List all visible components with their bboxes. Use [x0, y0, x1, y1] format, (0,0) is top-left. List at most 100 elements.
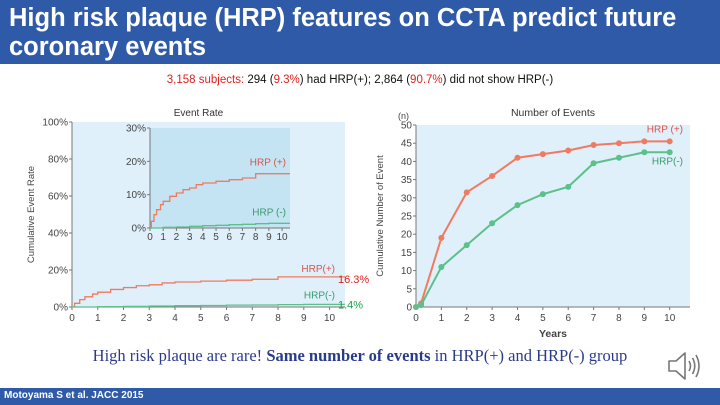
subtitle-hrp-pos-tail: ) had HRP(+); 2,864 ( [299, 74, 411, 86]
event-rate-y-tick-label: 60% [48, 192, 68, 203]
events-point-hrp-neg [489, 220, 496, 227]
events-title: Number of Events [511, 107, 595, 119]
events-point-hrp-neg [641, 149, 648, 156]
event-rate-x-tick-label: 6 [224, 313, 230, 324]
events-y-tick-label: 10 [401, 266, 413, 277]
event-rate-x-tick-label: 2 [121, 313, 127, 324]
citation: Motoyama S et al. JACC 2015 [4, 390, 144, 401]
events-point-hrp-neg [463, 242, 470, 249]
event-rate-x-tick-label: 4 [172, 313, 178, 324]
events-point-hrp-pos [489, 172, 496, 179]
event-rate-x-tick-label: 1 [95, 313, 101, 324]
inset-x-tick-label: 3 [187, 232, 193, 243]
caption-part1: High risk plaque are rare! [92, 346, 267, 365]
event-rate-y-tick-label: 40% [48, 229, 68, 240]
events-x-axis-title: Years [539, 328, 567, 340]
event-rate-x-tick-label: 8 [275, 313, 281, 324]
events-x-tick-label: 6 [565, 313, 571, 324]
events-point-hrp-pos [514, 154, 521, 161]
event-rate-legend-hrp-neg: HRP(-) [304, 290, 335, 301]
subtitle-hrp-pos-pct: 9.3% [273, 74, 300, 86]
inset-x-tick-label: 2 [174, 232, 180, 243]
inset-x-tick-label: 4 [200, 232, 206, 243]
event-rate-x-tick-label: 7 [250, 313, 256, 324]
events-y-tick-label: 30 [401, 193, 413, 204]
events-point-hrp-pos [463, 189, 470, 196]
event-rate-end-label-hrp-pos: 16.3% [338, 274, 369, 286]
events-x-tick-label: 3 [489, 313, 495, 324]
inset-y-tick-label: 10% [126, 190, 146, 201]
events-x-tick-label: 1 [439, 313, 445, 324]
events-series-hrp-pos [415, 140, 670, 308]
slide-title: High risk plaque (HRP) features on CCTA … [9, 4, 677, 61]
event-rate-x-tick-label: 10 [324, 313, 336, 324]
events-point-hrp-neg [514, 202, 521, 209]
inset-legend-hrp-neg: HRP (-) [252, 207, 286, 218]
events-point-hrp-neg [413, 304, 419, 310]
subtitle-total: 3,158 subjects: [166, 74, 245, 86]
inset-x-tick-label: 9 [266, 232, 272, 243]
speaker-icon[interactable] [665, 348, 703, 384]
events-point-hrp-pos [666, 138, 673, 145]
events-x-tick-label: 5 [540, 313, 546, 324]
events-y-tick-label: 45 [401, 139, 413, 150]
events-y-tick-label: 50 [401, 121, 413, 132]
inset-plot-area [150, 128, 290, 228]
events-y-tick-label: 15 [401, 248, 413, 259]
inset-y-tick-label: 30% [126, 124, 146, 135]
events-y-tick-label: 40 [401, 157, 413, 168]
event-rate-series-hrp-neg [72, 303, 345, 308]
events-point-hrp-neg [590, 160, 597, 167]
event-rate-legend-hrp-pos: HRP(+) [301, 264, 335, 275]
events-point-hrp-pos [539, 151, 546, 158]
events-legend-hrp-pos: HRP (+) [647, 124, 683, 135]
inset-y-tick-label: 20% [126, 157, 146, 168]
events-point-hrp-neg [615, 154, 622, 161]
inset-x-tick-label: 5 [213, 232, 219, 243]
events-x-tick-label: 2 [464, 313, 470, 324]
caption-bold: Same number of events [266, 346, 431, 365]
event-rate-x-tick-label: 5 [198, 313, 204, 324]
events-point-hrp-neg [438, 263, 445, 270]
events-y-axis-title: Cumulative Number of Event [375, 155, 386, 277]
events-y-tick-label: 5 [406, 284, 412, 295]
event-rate-y-tick-label: 80% [48, 155, 68, 166]
caption: High risk plaque are rare! Same number o… [0, 346, 720, 366]
inset-x-tick-label: 1 [160, 232, 166, 243]
inset-x-tick-label: 10 [277, 232, 289, 243]
events-point-hrp-pos [641, 138, 648, 145]
inset-legend-hrp-pos: HRP (+) [250, 158, 286, 169]
events-x-tick-label: 7 [591, 313, 597, 324]
caption-part2: in HRP(+) and HRP(-) group [430, 346, 628, 365]
subtitle-hrp-neg-pct: 90.7% [410, 74, 443, 86]
inset-x-tick-label: 0 [147, 232, 153, 243]
events-x-tick-label: 8 [616, 313, 622, 324]
events-point-hrp-neg [666, 149, 673, 156]
events-x-tick-label: 0 [413, 313, 419, 324]
events-y-tick-label: 20 [401, 230, 413, 241]
events-unit-label: (n) [398, 111, 409, 121]
events-point-hrp-neg [418, 302, 425, 309]
events-point-hrp-pos [438, 234, 445, 241]
inset-x-tick-label: 6 [226, 232, 232, 243]
inset-x-tick-label: 7 [240, 232, 246, 243]
events-legend-hrp-neg: HRP(-) [652, 156, 683, 167]
events-point-hrp-pos [615, 140, 622, 147]
event-rate-x-tick-label: 0 [69, 313, 75, 324]
inset-y-tick-label: 0% [132, 224, 147, 235]
footer-bar: Motoyama S et al. JACC 2015 [0, 388, 720, 405]
inset-series-hrp-pos [150, 173, 290, 229]
event-rate-y-tick-label: 20% [48, 266, 68, 277]
event-rate-y-tick-label: 0% [54, 303, 69, 314]
event-rate-y-tick-label: 100% [42, 118, 68, 129]
subtitle: 3,158 subjects: 294 (9.3%) had HRP(+); 2… [0, 74, 720, 86]
event-rate-y-axis-title: Cumulative Event Rate [26, 166, 37, 263]
events-point-hrp-pos [590, 142, 597, 149]
event-rate-x-tick-label: 9 [301, 313, 307, 324]
events-point-hrp-neg [565, 183, 572, 190]
events-series-hrp-neg [415, 151, 670, 308]
events-y-tick-label: 25 [401, 212, 413, 223]
events-x-tick-label: 4 [515, 313, 521, 324]
events-x-tick-label: 9 [642, 313, 648, 324]
